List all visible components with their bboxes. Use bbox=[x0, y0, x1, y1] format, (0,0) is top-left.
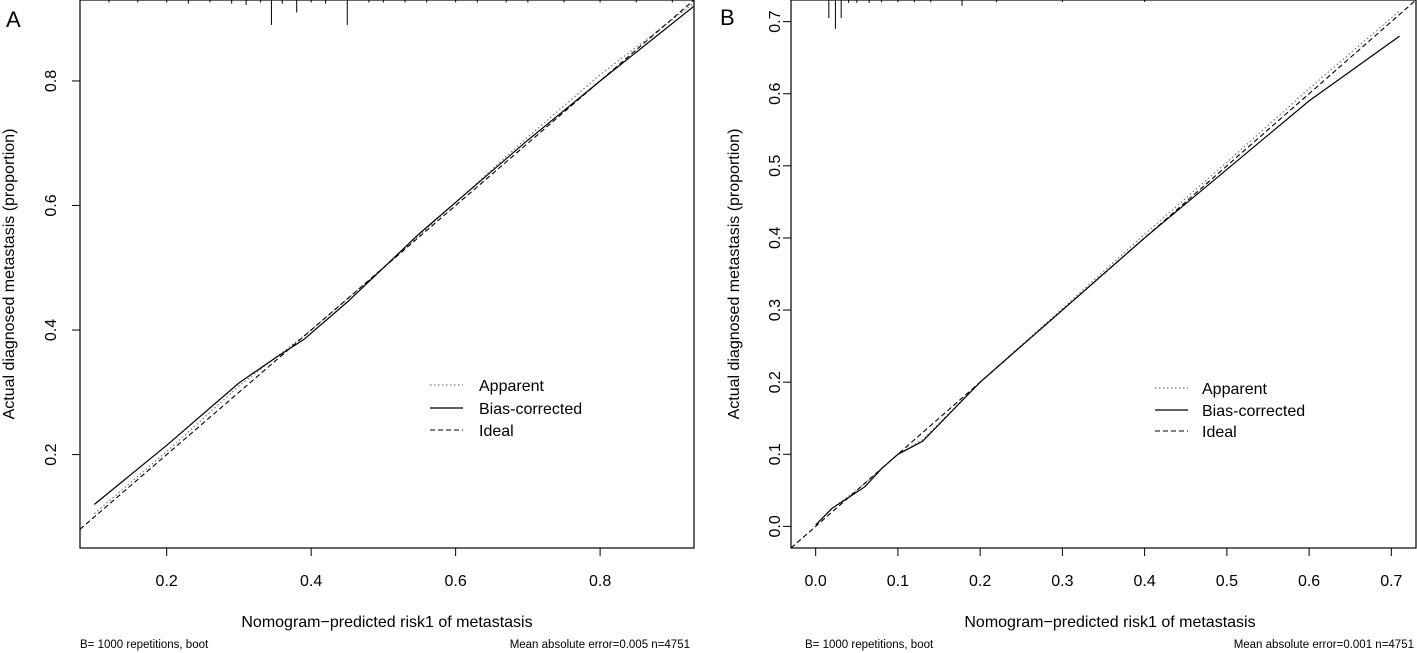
panel-a-y-axis-title: Actual diagnosed metastasis (proportion) bbox=[1, 129, 18, 420]
panel-a-series bbox=[79, 0, 695, 530]
panel-a: A 0.2 0.4 0.6 0.8 0.2 0.4 0.6 0.8 Apparent Bias… bbox=[1, 0, 695, 651]
panel-a-rug bbox=[108, 0, 673, 25]
panel-a-x-tick-label: 0.4 bbox=[300, 573, 322, 590]
panel-b-y-tick-label: 0.4 bbox=[767, 227, 784, 249]
panel-a-x-tick-label: 0.8 bbox=[589, 573, 611, 590]
panel-a-letter: A bbox=[6, 7, 21, 32]
legend-apparent-label: Apparent bbox=[479, 378, 544, 395]
panel-b-letter: B bbox=[720, 5, 735, 30]
panel-b-y-tick-label: 0.0 bbox=[767, 515, 784, 537]
panel-b-y-tick-label: 0.1 bbox=[767, 443, 784, 465]
panel-b: B 0.0 0.1 0.2 0.3 0.4 0.5 0.6 0.70.00.10.20.30.… bbox=[720, 0, 1417, 651]
panel-a-series-ideal bbox=[79, 0, 695, 530]
panel-b-footnote-right: Mean absolute error=0.001 n=4751 bbox=[1234, 639, 1414, 651]
panel-b-y-tick-label: 0.6 bbox=[767, 82, 784, 104]
panel-b-legend: Apparent Bias-corrected Ideal bbox=[1155, 381, 1305, 441]
panel-b-rug bbox=[828, 0, 1146, 29]
panel-b-x-tick-label: 0.3 bbox=[1051, 573, 1073, 590]
panel-a-x-axis-title: Nomogram−predicted risk1 of metastasis bbox=[241, 614, 532, 631]
legend-apparent-label: Apparent bbox=[1202, 381, 1267, 398]
legend-ideal-label: Ideal bbox=[479, 423, 514, 440]
panel-b-x-tick-label: 0.6 bbox=[1298, 573, 1320, 590]
panel-b-x-tick-label: 0.4 bbox=[1133, 573, 1155, 590]
panel-a-y-tick-label: 0.4 bbox=[43, 319, 60, 341]
panel-a-x-tick-label: 0.6 bbox=[444, 573, 466, 590]
panel-a-x-tick-label: 0.2 bbox=[156, 573, 178, 590]
panel-b-y-tick-label: 0.2 bbox=[767, 371, 784, 393]
panel-b-series-apparent bbox=[815, 10, 1400, 526]
panel-b-x-tick-label: 0.5 bbox=[1216, 573, 1238, 590]
panel-b-y-tick-label: 0.3 bbox=[767, 299, 784, 321]
panel-a-footnote-left: B= 1000 repetitions, boot bbox=[80, 639, 209, 651]
panel-a-series-bias-corrected bbox=[94, 5, 695, 505]
panel-a-plot-frame bbox=[79, 0, 695, 549]
panel-a-y-tick-label: 0.8 bbox=[43, 70, 60, 92]
panel-a-y-tick-label: 0.6 bbox=[43, 194, 60, 216]
panel-b-y-axis-title: Actual diagnosed metastasis (proportion) bbox=[726, 129, 743, 420]
panel-b-x-tick-label: 0.1 bbox=[887, 573, 909, 590]
panel-b-x-tick-label: 0.0 bbox=[805, 573, 827, 590]
panel-b-ticks: 0.0 0.1 0.2 0.3 0.4 0.5 0.6 0.7 0.0 0.1 0.2 0.3 0.4 0… bbox=[767, 10, 1403, 590]
legend-bias-corrected-label: Bias-corrected bbox=[1202, 403, 1305, 420]
panel-b-y-tick-label: 0.7 bbox=[767, 10, 784, 32]
panel-b-footnote-left: B= 1000 repetitions, boot bbox=[805, 639, 934, 651]
panel-b-x-tick-label: 0.2 bbox=[969, 573, 991, 590]
panel-a-ticks: 0.2 0.4 0.6 0.8 0.2 0.4 0.6 0.8 bbox=[43, 70, 611, 590]
panel-b-x-tick-label: 0.7 bbox=[1380, 573, 1402, 590]
legend-ideal-label: Ideal bbox=[1202, 424, 1237, 441]
panel-b-series-ideal bbox=[790, 0, 1417, 549]
panel-b-y-tick-label: 0.5 bbox=[767, 155, 784, 177]
panel-b-series-bias-corrected bbox=[815, 35, 1400, 526]
panel-a-y-tick-label: 0.2 bbox=[43, 443, 60, 465]
panel-b-x-axis-title: Nomogram−predicted risk1 of metastasis bbox=[964, 614, 1255, 631]
panel-b-plot-frame bbox=[790, 0, 1417, 549]
panel-b-series bbox=[790, 0, 1417, 549]
panel-a-legend: Apparent Bias-corrected Ideal bbox=[430, 378, 582, 440]
legend-bias-corrected-label: Bias-corrected bbox=[479, 401, 582, 418]
panel-a-series-apparent bbox=[94, 2, 695, 515]
panel-a-footnote-right: Mean absolute error=0.005 n=4751 bbox=[510, 639, 690, 651]
